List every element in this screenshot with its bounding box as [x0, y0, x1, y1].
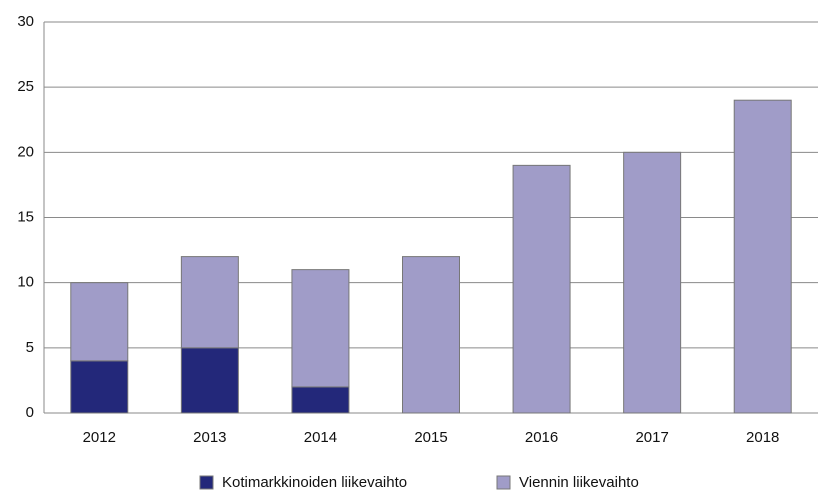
bar-segment — [623, 151, 682, 414]
x-tick-label: 2015 — [414, 429, 447, 446]
bar-segment — [291, 269, 350, 388]
y-tick-label: 15 — [17, 208, 34, 225]
bar-segment — [70, 360, 129, 414]
bar-segment — [180, 347, 239, 414]
x-tick-label: 2013 — [193, 429, 226, 446]
x-tick-label: 2012 — [83, 429, 116, 446]
legend-swatch — [199, 475, 214, 490]
x-tick-label: 2017 — [635, 429, 668, 446]
bar-segment — [180, 256, 239, 349]
bar-segment — [512, 164, 571, 414]
y-tick-label: 0 — [26, 404, 34, 421]
y-tick-label: 5 — [26, 339, 34, 356]
bar-segment — [402, 256, 460, 414]
legend-label: Kotimarkkinoiden liikevaihto — [222, 474, 407, 491]
x-tick-label: 2016 — [525, 429, 558, 446]
legend-label: Viennin liikevaihto — [519, 474, 639, 491]
x-tick-label: 2018 — [746, 429, 779, 446]
y-tick-label: 30 — [17, 13, 34, 30]
bar-segment — [70, 282, 129, 362]
bar-segment — [291, 386, 350, 414]
y-tick-label: 25 — [17, 78, 34, 95]
x-tick-label: 2014 — [304, 429, 337, 446]
bar-segment — [733, 99, 792, 414]
y-tick-label: 10 — [17, 274, 34, 291]
y-tick-label: 20 — [17, 143, 34, 160]
legend-swatch — [496, 475, 511, 490]
